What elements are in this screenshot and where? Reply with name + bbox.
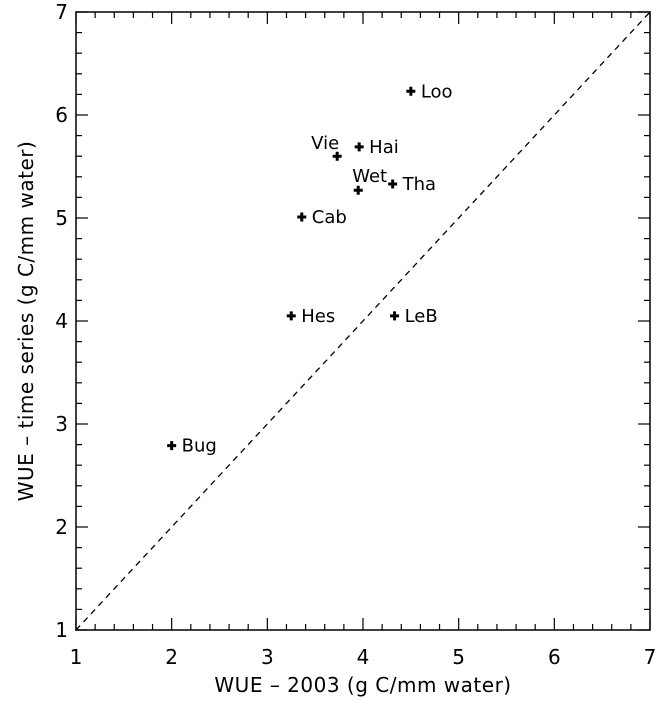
point-marker bbox=[390, 311, 400, 321]
x-tick-label: 1 bbox=[70, 645, 83, 669]
data-point-tha: Tha bbox=[388, 174, 436, 195]
x-tick-label: 4 bbox=[357, 645, 370, 669]
point-label: Bug bbox=[182, 436, 217, 457]
one-to-one-reference-line bbox=[75, 11, 651, 631]
point-marker bbox=[406, 86, 416, 96]
point-label: LeB bbox=[405, 306, 438, 327]
tick-labels: 1 2 3 4 5 6 7 1 2 3 4 5 6 7 bbox=[55, 0, 656, 669]
point-marker bbox=[167, 441, 177, 451]
y-tick-label: 3 bbox=[55, 412, 68, 436]
point-marker bbox=[286, 311, 296, 321]
y-axis-label: WUE – time series (g C/mm water) bbox=[14, 141, 38, 502]
data-point-vie: Vie bbox=[311, 133, 342, 161]
point-label: Hes bbox=[301, 306, 335, 327]
data-point-bug: Bug bbox=[167, 436, 217, 457]
point-label: Wet bbox=[352, 166, 387, 187]
data-point-loo: Loo bbox=[406, 81, 453, 102]
y-tick-label: 2 bbox=[55, 515, 68, 539]
y-tick-label: 7 bbox=[55, 0, 68, 24]
y-tick-label: 5 bbox=[55, 206, 68, 230]
point-marker bbox=[354, 142, 364, 152]
plot-frame bbox=[75, 11, 651, 631]
x-tick-label: 7 bbox=[644, 645, 657, 669]
point-label: Loo bbox=[421, 81, 453, 102]
point-label: Hai bbox=[369, 137, 399, 158]
data-point-wet: Wet bbox=[352, 166, 387, 195]
data-point-hai: Hai bbox=[354, 137, 399, 158]
data-point-cab: Cab bbox=[297, 207, 347, 228]
y-tick-label: 6 bbox=[55, 103, 68, 127]
point-marker bbox=[353, 185, 363, 195]
point-marker bbox=[332, 151, 342, 161]
x-tick-label: 2 bbox=[165, 645, 178, 669]
x-tick-label: 6 bbox=[548, 645, 561, 669]
y-tick-label: 4 bbox=[55, 309, 68, 333]
data-point-hes: Hes bbox=[286, 306, 335, 327]
point-label: Vie bbox=[311, 133, 339, 154]
point-marker bbox=[388, 179, 398, 189]
x-tick-label: 3 bbox=[261, 645, 274, 669]
y-tick-label: 1 bbox=[55, 618, 68, 642]
point-marker bbox=[297, 212, 307, 222]
data-point-leb: LeB bbox=[390, 306, 438, 327]
point-label: Cab bbox=[312, 207, 347, 228]
data-points: Loo Vie Hai Wet Tha Cab Hes LeB Bug bbox=[167, 81, 453, 457]
point-label: Tha bbox=[402, 174, 436, 195]
x-axis-label: WUE – 2003 (g C/mm water) bbox=[214, 673, 511, 697]
x-tick-label: 5 bbox=[452, 645, 465, 669]
